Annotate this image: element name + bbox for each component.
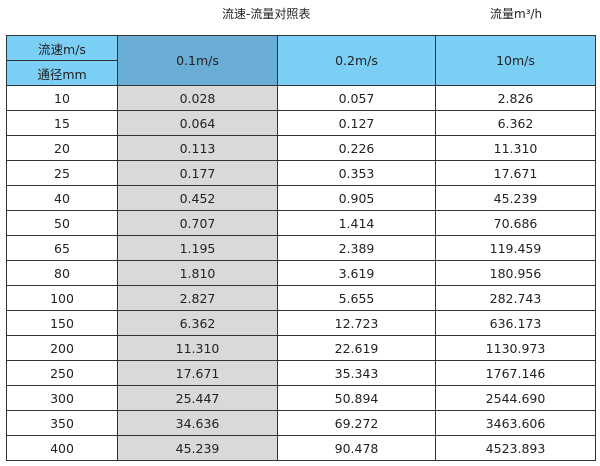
flow-cell: 119.459: [435, 235, 596, 261]
table-row: 400 45.239 90.478 4523.893: [6, 435, 596, 461]
flow-cell: 4523.893: [435, 435, 596, 461]
diameter-cell: 300: [6, 385, 118, 411]
table-title: 流速-流量对照表: [222, 7, 311, 21]
flow-cell: 90.478: [277, 435, 436, 461]
flow-table: 流速m/s 0.1m/s 0.2m/s 10m/s 通径mm 10 0.028 0.…: [6, 35, 596, 461]
table-row: 50 0.707 1.414 70.686: [6, 210, 596, 236]
flow-cell: 17.671: [117, 360, 278, 386]
table-row: 250 17.671 35.343 1767.146: [6, 360, 596, 386]
flow-cell: 0.226: [277, 135, 436, 161]
flow-cell: 6.362: [117, 310, 278, 336]
flow-cell: 2.827: [117, 285, 278, 311]
flow-cell: 3.619: [277, 260, 436, 286]
table-row: 80 1.810 3.619 180.956: [6, 260, 596, 286]
flow-cell: 0.707: [117, 210, 278, 236]
diameter-cell: 10: [6, 85, 118, 111]
flow-cell: 34.636: [117, 410, 278, 436]
flow-cell: 22.619: [277, 335, 436, 361]
column-header: 10m/s: [435, 35, 596, 86]
table-row: 300 25.447 50.894 2544.690: [6, 385, 596, 411]
diameter-cell: 25: [6, 160, 118, 186]
flow-cell: 50.894: [277, 385, 436, 411]
table-row: 100 2.827 5.655 282.743: [6, 285, 596, 311]
flow-cell: 1.195: [117, 235, 278, 261]
flow-cell: 11.310: [435, 135, 596, 161]
flow-cell: 0.064: [117, 110, 278, 136]
flow-cell: 2.826: [435, 85, 596, 111]
flow-cell: 180.956: [435, 260, 596, 286]
diameter-cell: 50: [6, 210, 118, 236]
flow-cell: 5.655: [277, 285, 436, 311]
column-header: 0.1m/s: [117, 35, 278, 86]
flow-cell: 1130.973: [435, 335, 596, 361]
diameter-cell: 65: [6, 235, 118, 261]
flow-cell: 0.905: [277, 185, 436, 211]
flow-cell: 0.028: [117, 85, 278, 111]
diameter-cell: 40: [6, 185, 118, 211]
flow-cell: 0.177: [117, 160, 278, 186]
flow-cell: 12.723: [277, 310, 436, 336]
flow-cell: 1.414: [277, 210, 436, 236]
table-row: 10 0.028 0.057 2.826: [6, 85, 596, 111]
velocity-header: 流速m/s: [6, 35, 118, 61]
diameter-cell: 350: [6, 410, 118, 436]
flow-cell: 2544.690: [435, 385, 596, 411]
flow-cell: 0.113: [117, 135, 278, 161]
table-row: 150 6.362 12.723 636.173: [6, 310, 596, 336]
table-row: 15 0.064 0.127 6.362: [6, 110, 596, 136]
unit-label: 流量m³/h: [490, 7, 543, 21]
flow-cell: 6.362: [435, 110, 596, 136]
diameter-header: 通径mm: [6, 60, 118, 86]
table-row: 200 11.310 22.619 1130.973: [6, 335, 596, 361]
flow-cell: 0.353: [277, 160, 436, 186]
flow-cell: 282.743: [435, 285, 596, 311]
flow-cell: 45.239: [435, 185, 596, 211]
flow-cell: 69.272: [277, 410, 436, 436]
flow-cell: 636.173: [435, 310, 596, 336]
diameter-cell: 20: [6, 135, 118, 161]
flow-cell: 0.127: [277, 110, 436, 136]
flow-cell: 1767.146: [435, 360, 596, 386]
diameter-cell: 100: [6, 285, 118, 311]
diameter-cell: 250: [6, 360, 118, 386]
diameter-cell: 150: [6, 310, 118, 336]
table-row: 40 0.452 0.905 45.239: [6, 185, 596, 211]
flow-cell: 3463.606: [435, 410, 596, 436]
flow-cell: 0.057: [277, 85, 436, 111]
table-row: 65 1.195 2.389 119.459: [6, 235, 596, 261]
flow-cell: 35.343: [277, 360, 436, 386]
flow-cell: 25.447: [117, 385, 278, 411]
flow-cell: 17.671: [435, 160, 596, 186]
flow-cell: 45.239: [117, 435, 278, 461]
table-row: 20 0.113 0.226 11.310: [6, 135, 596, 161]
flow-cell: 70.686: [435, 210, 596, 236]
flow-cell: 11.310: [117, 335, 278, 361]
flow-cell: 1.810: [117, 260, 278, 286]
table-row: 350 34.636 69.272 3463.606: [6, 410, 596, 436]
diameter-cell: 15: [6, 110, 118, 136]
diameter-cell: 80: [6, 260, 118, 286]
diameter-cell: 200: [6, 335, 118, 361]
column-header: 0.2m/s: [277, 35, 436, 86]
table-row: 25 0.177 0.353 17.671: [6, 160, 596, 186]
flow-cell: 0.452: [117, 185, 278, 211]
diameter-cell: 400: [6, 435, 118, 461]
flow-cell: 2.389: [277, 235, 436, 261]
